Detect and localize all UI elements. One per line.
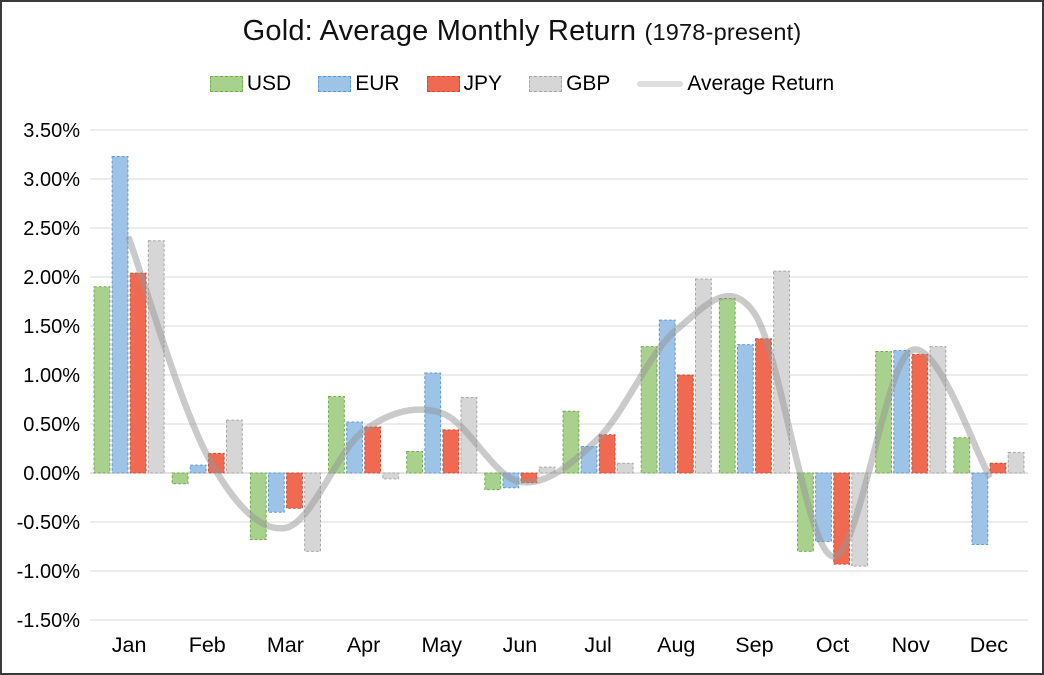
- bar-jpy-aug: [676, 374, 694, 474]
- x-axis-month-label: Sep: [735, 633, 773, 657]
- x-axis-month-label: Feb: [189, 633, 226, 657]
- bar-gbp-dec: [1007, 451, 1025, 474]
- eur-swatch-icon: [318, 76, 352, 92]
- x-axis-month-label: Aug: [657, 633, 695, 657]
- x-axis-month-label: Nov: [892, 633, 930, 657]
- legend: USD EUR JPY GBP Average Return: [2, 72, 1042, 96]
- x-axis-month-label: Apr: [347, 633, 380, 657]
- usd-swatch-icon: [209, 76, 243, 92]
- legend-item-usd: USD: [209, 72, 292, 96]
- x-axis-month-label: Jul: [584, 633, 611, 657]
- legend-item-gbp: GBP: [529, 72, 610, 96]
- bar-eur-feb: [189, 464, 207, 474]
- bar-gbp-jan: [147, 240, 165, 474]
- bar-eur-aug: [658, 319, 676, 474]
- bar-eur-sep: [736, 344, 754, 474]
- x-axis-month-label: May: [421, 633, 462, 657]
- x-axis-month-label: Dec: [970, 633, 1008, 657]
- y-axis-tick-label: 1.00%: [23, 365, 80, 387]
- bar-jpy-nov: [911, 353, 929, 474]
- y-axis-tick-label: 2.50%: [23, 218, 80, 240]
- bar-eur-dec: [971, 472, 989, 546]
- y-axis-tick-label: 0.00%: [23, 463, 80, 485]
- bar-jpy-may: [442, 429, 460, 474]
- bar-usd-dec: [953, 437, 971, 474]
- bar-usd-may: [406, 450, 424, 474]
- y-axis-tick-label: -1.00%: [17, 561, 81, 583]
- bar-jpy-sep: [755, 338, 772, 474]
- x-axis-month-label: Mar: [267, 633, 304, 657]
- bar-usd-mar: [249, 472, 267, 541]
- chart-title-text: Gold: Average Monthly Return: [242, 15, 637, 47]
- y-axis-tick-label: -0.50%: [17, 512, 81, 534]
- y-axis-tick-label: 3.00%: [23, 169, 80, 191]
- average-return-line-icon: [637, 81, 684, 87]
- legend-item-eur: EUR: [318, 72, 400, 96]
- average-return-line: [125, 235, 993, 560]
- bar-usd-aug: [640, 346, 658, 474]
- legend-label-usd: USD: [246, 72, 292, 95]
- bar-eur-mar: [267, 472, 285, 513]
- y-axis-tick-label: 3.50%: [23, 120, 80, 142]
- bar-jpy-jul: [598, 434, 616, 474]
- bar-eur-jan: [111, 155, 129, 474]
- bar-gbp-aug: [695, 278, 712, 474]
- bar-usd-jan: [93, 286, 111, 474]
- bar-gbp-jul: [616, 462, 634, 474]
- bar-usd-feb: [171, 472, 189, 485]
- bar-eur-nov: [893, 350, 911, 474]
- jpy-swatch-icon: [426, 76, 460, 92]
- bar-jpy-dec: [989, 462, 1007, 474]
- bar-jpy-jan: [129, 272, 147, 474]
- bar-gbp-apr: [382, 472, 400, 480]
- x-axis-month-label: Oct: [816, 633, 849, 657]
- y-axis-tick-label: -1.50%: [17, 610, 81, 632]
- y-axis-tick-label: 2.00%: [23, 267, 80, 289]
- page-title: Gold: Average Monthly Return (1978-prese…: [2, 14, 1042, 49]
- y-axis-tick-label: 1.50%: [23, 316, 80, 338]
- legend-item-jpy: JPY: [426, 72, 503, 96]
- bar-usd-jun: [484, 472, 502, 491]
- legend-label-eur: EUR: [355, 72, 400, 95]
- x-axis-month-label: Jun: [503, 633, 538, 657]
- bar-jpy-apr: [364, 426, 382, 474]
- bar-jpy-mar: [286, 472, 303, 509]
- bar-gbp-feb: [226, 419, 243, 474]
- chart-title-note: (1978-present): [644, 19, 802, 45]
- x-axis-month-label: Jan: [112, 633, 147, 657]
- bar-gbp-jun: [538, 466, 556, 474]
- y-axis-tick-label: 0.50%: [23, 414, 80, 436]
- legend-label-jpy: JPY: [463, 72, 503, 95]
- legend-label-average-return: Average Return: [687, 72, 835, 95]
- bar-eur-may: [424, 372, 442, 474]
- legend-label-gbp: GBP: [566, 72, 611, 95]
- legend-item-average-return: Average Return: [637, 72, 834, 96]
- bar-usd-sep: [718, 298, 736, 474]
- gbp-swatch-icon: [529, 76, 563, 92]
